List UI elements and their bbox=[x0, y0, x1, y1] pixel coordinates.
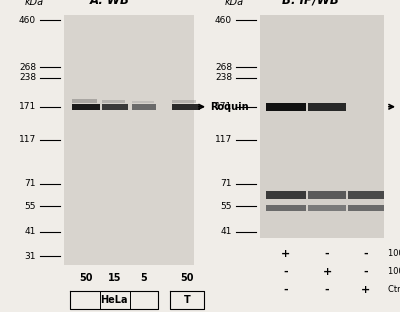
Text: kDa: kDa bbox=[224, 0, 244, 7]
Bar bbox=[172, 104, 202, 110]
Text: 238: 238 bbox=[215, 73, 232, 82]
Text: 5: 5 bbox=[141, 273, 147, 283]
Text: kDa: kDa bbox=[24, 0, 44, 7]
Text: 50: 50 bbox=[180, 273, 194, 283]
Bar bbox=[348, 191, 384, 199]
Text: 41: 41 bbox=[221, 227, 232, 236]
Text: A. WB: A. WB bbox=[90, 0, 130, 7]
Text: -: - bbox=[364, 267, 368, 277]
Bar bbox=[308, 205, 346, 211]
Text: 71: 71 bbox=[220, 179, 232, 188]
Text: 117: 117 bbox=[19, 135, 36, 144]
Bar bbox=[260, 15, 384, 238]
Text: 55: 55 bbox=[24, 202, 36, 211]
Bar bbox=[72, 99, 97, 103]
Text: B. IP/WB: B. IP/WB bbox=[282, 0, 338, 7]
Text: 41: 41 bbox=[25, 227, 36, 236]
Text: -: - bbox=[284, 285, 288, 295]
Text: 238: 238 bbox=[19, 73, 36, 82]
Text: 460: 460 bbox=[215, 16, 232, 25]
Bar bbox=[348, 205, 384, 211]
Text: 31: 31 bbox=[24, 252, 36, 261]
Text: 268: 268 bbox=[19, 63, 36, 72]
Text: 268: 268 bbox=[215, 63, 232, 72]
Text: +: + bbox=[361, 285, 371, 295]
Text: Ctrl IgG IP: Ctrl IgG IP bbox=[388, 285, 400, 294]
Text: T: T bbox=[184, 295, 190, 305]
Text: HeLa: HeLa bbox=[100, 295, 128, 305]
Bar bbox=[266, 205, 306, 211]
Text: -: - bbox=[284, 267, 288, 277]
Bar bbox=[132, 104, 156, 110]
Bar bbox=[266, 191, 306, 199]
Bar bbox=[72, 104, 100, 110]
Bar bbox=[266, 103, 306, 110]
Text: 171: 171 bbox=[215, 102, 232, 111]
Bar bbox=[64, 15, 194, 265]
Text: -: - bbox=[325, 249, 329, 259]
Text: -: - bbox=[364, 249, 368, 259]
Text: 171: 171 bbox=[19, 102, 36, 111]
Text: 55: 55 bbox=[220, 202, 232, 211]
Text: 50: 50 bbox=[79, 273, 93, 283]
Text: 100-656 IP: 100-656 IP bbox=[388, 267, 400, 276]
Text: +: + bbox=[281, 249, 291, 259]
Text: 460: 460 bbox=[19, 16, 36, 25]
Bar bbox=[102, 104, 128, 110]
Text: -: - bbox=[325, 285, 329, 295]
Text: 15: 15 bbox=[108, 273, 122, 283]
Text: 100-655 IP: 100-655 IP bbox=[388, 249, 400, 258]
Bar bbox=[172, 100, 196, 103]
Text: 71: 71 bbox=[24, 179, 36, 188]
Bar bbox=[132, 101, 154, 103]
Bar bbox=[102, 100, 126, 103]
Text: Roquin: Roquin bbox=[210, 102, 249, 112]
Bar bbox=[308, 103, 346, 110]
Bar bbox=[308, 191, 346, 199]
Text: +: + bbox=[322, 267, 332, 277]
Text: 117: 117 bbox=[215, 135, 232, 144]
